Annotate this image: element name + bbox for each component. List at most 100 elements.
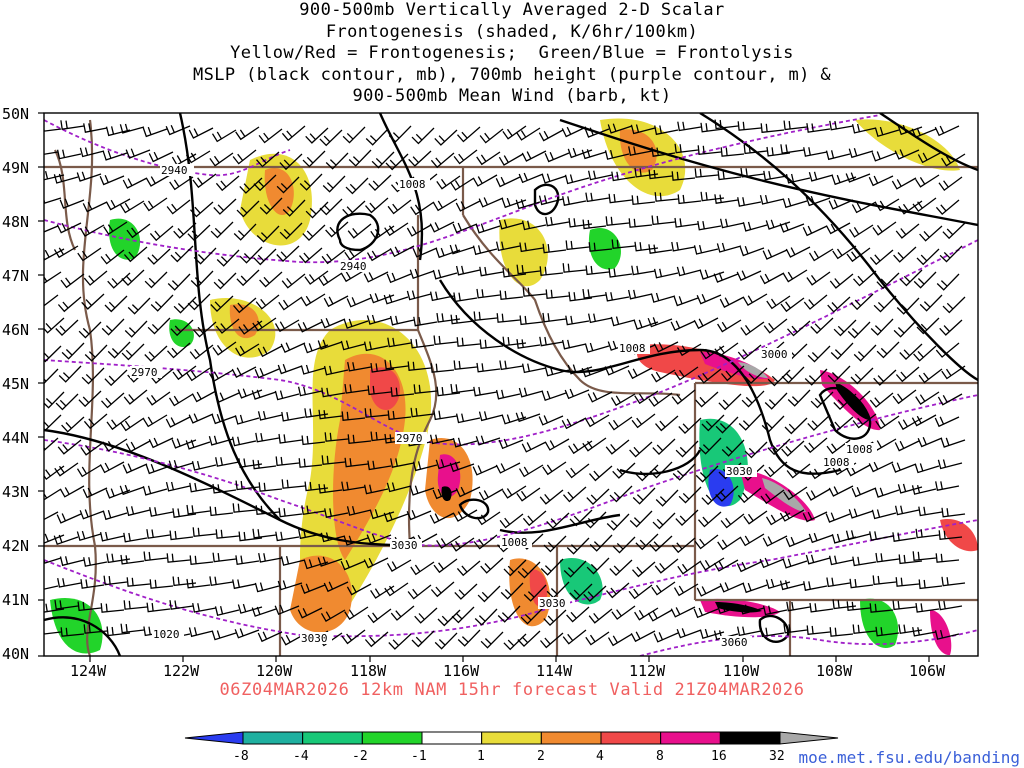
- wind-barb: [779, 580, 805, 591]
- wind-barb: [897, 483, 923, 494]
- wind-barb: [516, 264, 541, 275]
- wind-barb: [779, 222, 805, 233]
- wind-barb: [852, 413, 877, 429]
- wind-barb: [563, 560, 587, 578]
- wind-barb: [258, 482, 283, 492]
- wind-barb: [146, 391, 171, 406]
- wind-barb: [566, 606, 590, 623]
- wind-barb: [476, 362, 501, 373]
- wind-barb: [650, 292, 676, 303]
- wind-barb: [103, 575, 128, 586]
- wind-barb: [544, 151, 570, 163]
- wind-barb: [584, 342, 610, 353]
- wind-barb: [828, 485, 854, 497]
- wind-barb: [780, 144, 805, 154]
- wind-barb: [779, 509, 805, 522]
- wind-barb: [235, 343, 260, 357]
- wind-barb: [561, 339, 587, 350]
- wind-barb: [44, 317, 65, 334]
- wind-barb: [502, 267, 527, 278]
- wind-barb: [678, 417, 702, 435]
- wind-barb: [803, 437, 828, 454]
- wind-barb: [475, 435, 501, 446]
- wind-barb: [120, 554, 145, 565]
- wind-barb: [891, 177, 917, 190]
- wind-barb: [649, 535, 673, 552]
- wind-barb: [495, 389, 521, 400]
- wind-barb: [149, 507, 174, 517]
- wind-barb: [582, 437, 607, 452]
- wind-barb: [568, 291, 593, 302]
- wind-barb: [76, 171, 102, 182]
- wind-barb: [172, 576, 197, 587]
- wind-barb: [363, 341, 389, 352]
- wind-barb: [871, 151, 897, 162]
- wind-barb: [700, 122, 725, 133]
- wind-barb: [185, 439, 211, 450]
- wind-barb: [737, 197, 762, 207]
- wind-barb: [693, 607, 719, 619]
- title-line-5: 900-500mb Mean Wind (barb, kt): [352, 86, 672, 107]
- wind-barb: [518, 172, 544, 184]
- wind-barb: [473, 386, 498, 397]
- wind-barb: [232, 503, 257, 513]
- wind-barb: [545, 289, 570, 300]
- wind-barb: [281, 125, 306, 142]
- wind-barb: [720, 147, 745, 157]
- wind-barb: [363, 484, 389, 495]
- lat-label: 43N: [2, 483, 29, 501]
- wind-barb: [605, 291, 630, 302]
- wind-barb: [653, 632, 679, 643]
- wind-barb: [762, 605, 788, 616]
- wind-barb: [167, 273, 191, 291]
- colorbar-label: 2: [537, 749, 545, 764]
- wind-barb: [869, 531, 894, 541]
- wind-barb: [561, 126, 587, 138]
- wind-barb: [186, 367, 211, 382]
- wind-barb: [562, 629, 587, 645]
- wind-barb: [894, 149, 920, 160]
- wind-barb: [721, 365, 745, 382]
- colorbar-swatch: [719, 731, 781, 745]
- wind-barb: [916, 317, 940, 335]
- wind-barb: [697, 220, 722, 231]
- wind-barb: [186, 578, 211, 589]
- wind-barb: [934, 629, 960, 640]
- wind-barb: [479, 339, 504, 350]
- wind-barb: [740, 321, 765, 336]
- wind-barb: [59, 198, 85, 209]
- wind-barb: [78, 390, 102, 408]
- wind-barb: [567, 147, 593, 159]
- wind-barb: [214, 606, 240, 616]
- wind-barb: [825, 222, 851, 235]
- wind-barb: [169, 530, 194, 541]
- wind-barb: [450, 383, 475, 394]
- wind-barb: [742, 582, 768, 594]
- wind-barb: [299, 247, 323, 264]
- wind-barb: [280, 633, 306, 646]
- wind-barb: [805, 195, 831, 207]
- wind-barb: [473, 534, 498, 550]
- wind-barb: [81, 293, 105, 310]
- wind-barb: [237, 388, 263, 399]
- wind-barb: [172, 365, 197, 381]
- wind-barb: [407, 584, 432, 600]
- wind-barb: [759, 272, 785, 285]
- wind-barb: [629, 510, 653, 528]
- wind-barb: [912, 551, 937, 562]
- wind-barb: [542, 312, 567, 323]
- wind-barb: [515, 199, 541, 210]
- wind-barb: [257, 345, 283, 358]
- wind-barb: [100, 249, 125, 265]
- wind-barb: [565, 315, 590, 326]
- wind-barb: [254, 368, 280, 379]
- wind-barb: [891, 462, 917, 473]
- wind-barb: [480, 631, 504, 649]
- wind-barb: [847, 390, 871, 407]
- wind-barb: [673, 296, 699, 307]
- wind-barb: [276, 245, 300, 263]
- wind-barb: [869, 603, 894, 613]
- source-link[interactable]: moe.met.fsu.edu/banding: [798, 748, 1020, 767]
- wind-barb: [741, 390, 765, 408]
- wind-barb: [44, 511, 59, 521]
